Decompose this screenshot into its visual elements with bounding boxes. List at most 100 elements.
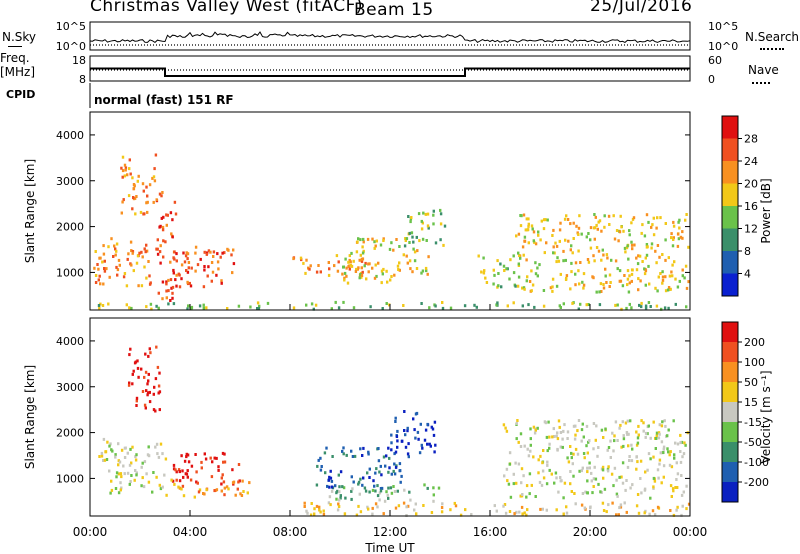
data-cell [393, 273, 396, 277]
data-cell [433, 420, 437, 424]
data-cell [421, 446, 424, 450]
data-cell [374, 244, 377, 248]
data-cell [231, 271, 234, 275]
data-cell [508, 277, 511, 281]
data-cell [608, 223, 611, 226]
data-cell [644, 431, 648, 435]
data-cell [655, 304, 659, 308]
data-cell [385, 454, 388, 458]
data-cell [344, 257, 347, 261]
data-cell [627, 290, 631, 294]
data-cell [341, 272, 344, 276]
data-cell [171, 291, 174, 295]
data-cell [363, 264, 366, 268]
data-cell [302, 261, 305, 265]
data-cell [361, 270, 364, 274]
data-cell [155, 475, 158, 479]
data-cell [198, 488, 202, 492]
data-cell [599, 490, 602, 494]
data-cell [532, 455, 535, 459]
data-cell [492, 268, 495, 272]
data-cell [342, 265, 345, 269]
data-cell [182, 251, 185, 255]
data-cell [618, 506, 621, 510]
data-cell [161, 280, 165, 284]
data-cell [495, 509, 498, 513]
data-cell [521, 512, 524, 516]
data-cell [619, 423, 622, 427]
data-cell [195, 470, 198, 474]
data-cell [309, 264, 312, 268]
data-cell [384, 464, 387, 468]
data-cell [398, 268, 401, 272]
data-cell [231, 481, 235, 485]
data-cell [602, 509, 606, 512]
data-cell [126, 451, 129, 455]
data-cell [362, 476, 365, 480]
data-cell [371, 488, 375, 492]
data-cell [108, 275, 111, 279]
data-cell [536, 266, 539, 270]
data-cell [433, 450, 436, 454]
data-cell [143, 247, 146, 251]
data-cell [664, 289, 668, 293]
data-cell [519, 256, 522, 260]
data-cell [360, 266, 363, 270]
data-cell [114, 247, 117, 251]
data-cell [240, 494, 244, 497]
data-cell [533, 305, 536, 309]
data-cell [427, 255, 430, 259]
chart-title: Christmas Valley West (fitACF) [90, 0, 364, 16]
data-cell [679, 433, 682, 437]
data-cell [569, 445, 572, 448]
data-cell [432, 433, 436, 437]
data-cell [627, 257, 630, 261]
data-cell [525, 258, 528, 262]
data-cell [174, 468, 177, 472]
data-cell [427, 226, 430, 230]
data-cell [203, 492, 206, 496]
data-cell [117, 442, 120, 446]
data-cell [266, 301, 270, 305]
data-cell [521, 286, 524, 290]
data-cell [342, 446, 345, 450]
data-cell [152, 392, 155, 396]
data-cell [392, 469, 395, 473]
data-cell [172, 268, 175, 272]
data-cell [637, 254, 640, 258]
data-cell [597, 220, 600, 224]
data-cell [605, 510, 608, 514]
data-cell [620, 445, 623, 449]
data-cell [425, 269, 428, 273]
data-cell [131, 250, 135, 253]
data-cell [645, 243, 649, 246]
data-cell [119, 481, 122, 485]
data-cell [387, 470, 390, 474]
data-cell [531, 283, 535, 287]
data-cell [646, 432, 649, 436]
data-cell [562, 249, 565, 253]
data-cell [596, 454, 599, 458]
data-cell [129, 172, 132, 176]
data-cell [386, 280, 389, 284]
data-cell [130, 263, 133, 267]
data-cell [113, 244, 116, 248]
data-cell [664, 238, 667, 242]
data-cell [160, 194, 163, 198]
data-cell [580, 469, 583, 473]
data-cell [606, 467, 610, 471]
data-cell [681, 455, 684, 459]
data-cell [674, 302, 677, 306]
data-cell [130, 249, 133, 253]
data-cell [355, 513, 359, 517]
data-cell [421, 221, 424, 225]
data-cell [232, 262, 236, 266]
data-cell [359, 238, 362, 242]
x-tick-label: 20:00 [573, 525, 608, 539]
data-cell [225, 485, 229, 489]
data-cell [676, 472, 680, 476]
cpid-label: CPID [6, 88, 36, 101]
data-cell [654, 447, 657, 450]
data-cell [617, 239, 620, 243]
data-cell [505, 429, 509, 433]
